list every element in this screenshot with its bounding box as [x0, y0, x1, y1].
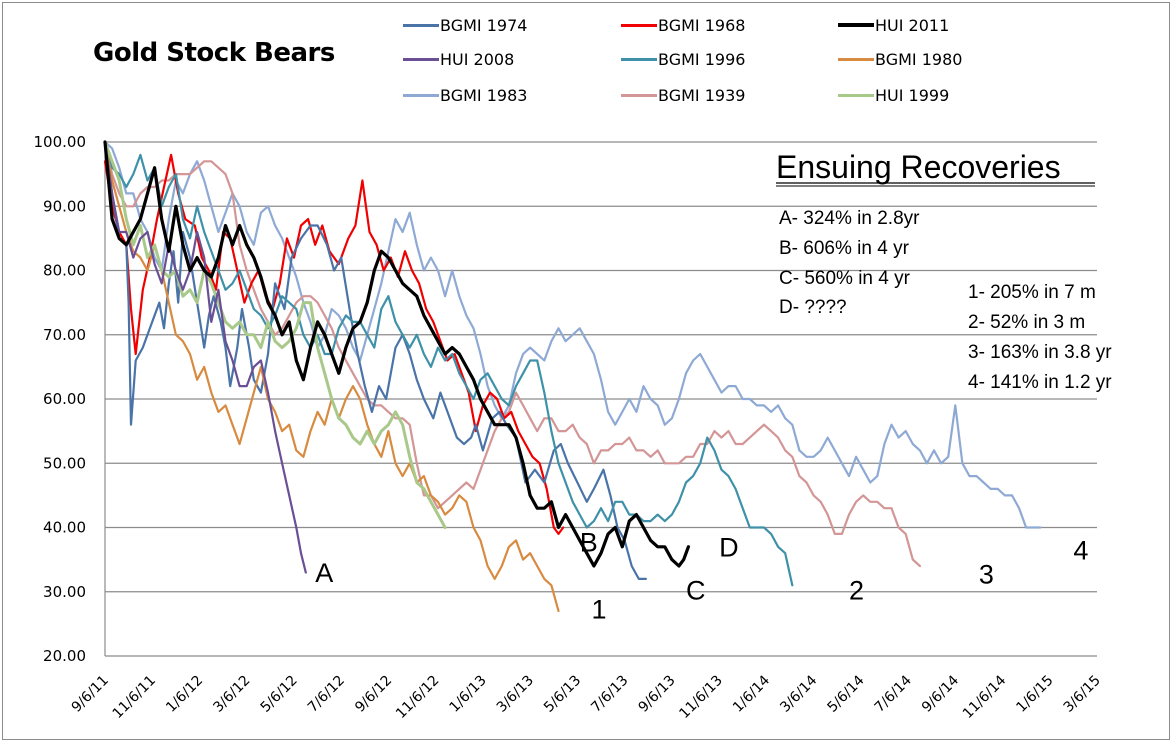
point-label-2: 2 — [849, 575, 864, 605]
x-tick-label: 1/6/15 — [1013, 673, 1056, 716]
annotation-4: 4- 141% in 1.2 yr — [968, 372, 1112, 393]
annotation-c: C- 560% in 4 yr — [779, 268, 911, 289]
x-tick-label: 9/6/12 — [352, 673, 395, 716]
legend-label: HUI 1999 — [875, 85, 950, 105]
y-tick-label: 60.00 — [43, 390, 86, 408]
point-label-d: D — [719, 532, 739, 562]
legend-swatch — [621, 23, 657, 27]
x-tick-label: 11/6/14 — [960, 672, 1010, 722]
y-tick-label: 70.00 — [43, 326, 86, 344]
legend-label: BGMI 1996 — [658, 49, 746, 69]
x-tick-label: 11/6/12 — [393, 673, 442, 722]
point-label-4: 4 — [1073, 536, 1088, 566]
legend-item: BGMI 1974 — [403, 15, 527, 35]
x-tick-label: 5/6/12 — [258, 673, 301, 716]
legend-label: BGMI 1980 — [875, 49, 963, 69]
x-tick-label: 7/6/13 — [588, 673, 631, 716]
y-tick-label: 20.00 — [43, 647, 86, 665]
legend-swatch — [403, 23, 439, 27]
series-lines — [103, 140, 1042, 613]
series-line-hui-1999 — [103, 140, 447, 529]
legend-item: BGMI 1996 — [621, 49, 745, 69]
point-labels: A B CD 1 2 3 4 — [315, 527, 1088, 624]
x-tick-label: 1/6/12 — [163, 673, 206, 716]
annotation-title: Ensuing Recoveries — [776, 149, 1061, 185]
annotation-3: 3- 163% in 3.8 yr — [968, 342, 1112, 363]
legend-swatch — [838, 57, 874, 61]
x-tick-label: 11/6/13 — [676, 673, 725, 722]
annotation-d: D- ???? — [779, 297, 847, 318]
chart-title: Gold Stock Bears — [93, 38, 335, 68]
y-tick-label: 40.00 — [43, 519, 86, 537]
annotation-a: A- 324% in 2.8yr — [779, 208, 920, 229]
x-tick-label: 3/6/13 — [494, 673, 537, 716]
x-tick-label: 5/6/13 — [541, 673, 584, 716]
x-tick-label: 9/6/11 — [69, 673, 112, 716]
legend-item: HUI 2011 — [838, 15, 949, 35]
legend-label: BGMI 1939 — [658, 85, 746, 105]
legend-swatch — [403, 57, 439, 61]
y-tick-label: 100.00 — [34, 133, 87, 151]
legend-swatch — [621, 57, 657, 61]
x-tick-label: 9/6/13 — [636, 673, 679, 716]
y-tick-label: 50.00 — [43, 454, 86, 472]
legend-label: BGMI 1974 — [440, 15, 528, 35]
legend-item: BGMI 1980 — [838, 49, 962, 69]
x-tick-label: 5/6/14 — [824, 672, 867, 715]
legend-item: BGMI 1983 — [403, 85, 527, 105]
x-tick-label: 7/6/12 — [305, 673, 348, 716]
y-tick-label: 30.00 — [43, 583, 86, 601]
y-axis-ticks: 100.00 90.00 80.00 70.00 60.00 50.00 40.00 30.0… — [34, 133, 87, 665]
legend-label: HUI 2008 — [440, 49, 515, 69]
annotation-2: 2- 52% in 3 m — [968, 312, 1085, 333]
legend-swatch — [838, 23, 874, 27]
y-tick-label: 90.00 — [43, 197, 86, 215]
legend-swatch — [403, 93, 439, 97]
x-tick-label: 7/6/14 — [872, 672, 915, 715]
series-line-bgmi-1996 — [103, 140, 794, 587]
annotation-b: B- 606% in 4 yr — [779, 238, 910, 259]
legend-item: BGMI 1968 — [621, 15, 745, 35]
point-label-3: 3 — [979, 559, 994, 589]
x-tick-label: 3/6/12 — [210, 673, 253, 716]
legend-item: HUI 2008 — [403, 49, 514, 69]
x-tick-label: 3/6/14 — [777, 672, 820, 715]
recoveries-annotation: Ensuing Recoveries A- 324% in 2.8yr B- 6… — [776, 149, 1112, 393]
point-label-a: A — [315, 558, 333, 588]
legend-item: BGMI 1939 — [621, 85, 745, 105]
legend-label: BGMI 1968 — [658, 15, 746, 35]
point-label-1: 1 — [592, 595, 607, 625]
legend-swatch — [838, 93, 874, 97]
legend-item: HUI 1999 — [838, 85, 949, 105]
point-label-c: C — [686, 575, 706, 605]
series-line-bgmi-1939 — [103, 140, 921, 568]
series-line-hui-2008 — [103, 140, 307, 574]
x-tick-label: 9/6/14 — [919, 672, 962, 715]
y-tick-label: 80.00 — [43, 262, 86, 280]
x-tick-label: 1/6/13 — [447, 673, 490, 716]
x-tick-label: 1/6/14 — [730, 672, 773, 715]
legend-label: BGMI 1983 — [440, 85, 528, 105]
gridlines — [105, 141, 1097, 593]
axes — [104, 142, 1097, 657]
legend-swatch — [621, 93, 657, 97]
point-label-b: B — [580, 527, 598, 557]
x-tick-label: 11/6/11 — [110, 673, 159, 722]
series-line-bgmi-1983 — [103, 140, 1042, 529]
annotation-1: 1- 205% in 7 m — [968, 282, 1096, 303]
legend-label: HUI 2011 — [875, 15, 950, 35]
series-line-bgmi-1974 — [103, 140, 647, 580]
series-line-hui-2011 — [103, 140, 690, 568]
x-tick-label: 3/6/15 — [1061, 673, 1104, 716]
